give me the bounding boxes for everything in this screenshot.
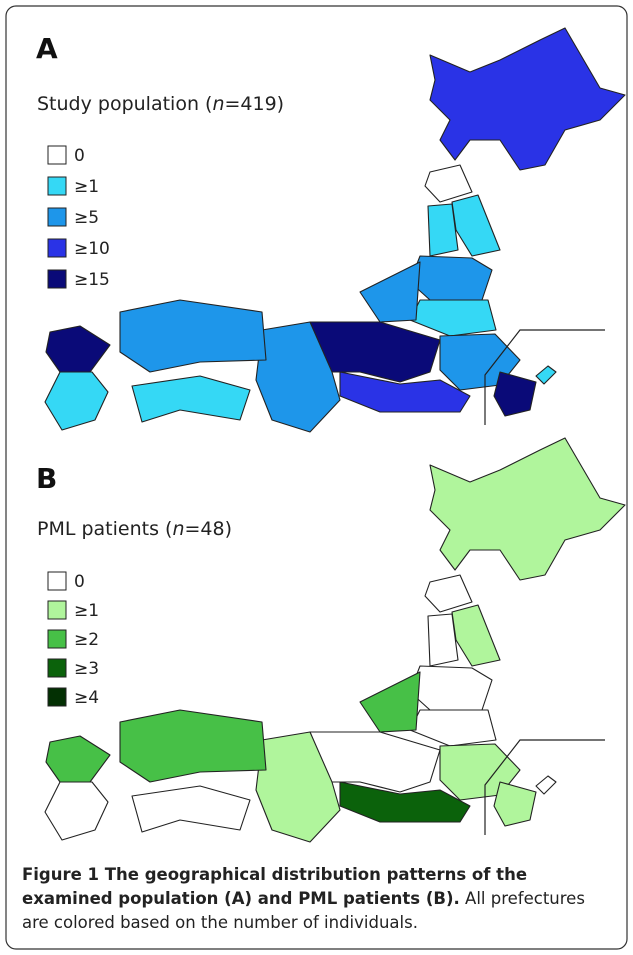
prefecture (339, 371, 471, 413)
prefecture (309, 731, 441, 793)
prefecture (309, 321, 441, 383)
legend-swatch (47, 207, 67, 227)
legend-label: ≥1 (74, 177, 99, 197)
caption-bold: examined population (A) and PML patients… (22, 889, 460, 908)
prefecture (429, 27, 626, 171)
prefecture (339, 781, 471, 823)
caption: examined population (A) and PML patients… (22, 889, 585, 908)
prefecture (255, 321, 341, 433)
prefecture (409, 255, 493, 301)
title-text: =419) (225, 93, 285, 115)
title-text: =48) (185, 518, 233, 540)
prefecture (424, 574, 473, 613)
inset-frame (484, 329, 605, 425)
prefecture (493, 781, 537, 827)
legend-swatch (47, 571, 67, 591)
legend-swatch (47, 269, 67, 289)
legend-swatch (47, 600, 67, 620)
panel-label: A (36, 32, 58, 65)
map (44, 437, 626, 843)
prefecture (359, 261, 421, 323)
title-text: n (212, 93, 224, 115)
caption-text: are colored based on the number of indiv… (22, 913, 418, 932)
legend-label: 0 (74, 572, 85, 592)
title-text: n (172, 518, 184, 540)
caption-text: All prefectures (460, 889, 585, 908)
panel-title: PML patients (n=48) (37, 518, 232, 540)
map (44, 27, 626, 433)
prefecture (493, 371, 537, 417)
inset-frame (484, 739, 605, 835)
legend-swatch (47, 687, 67, 707)
prefecture (535, 775, 557, 795)
prefecture (119, 299, 267, 373)
legend-swatch (47, 176, 67, 196)
prefecture (427, 613, 459, 667)
legend-label: ≥10 (74, 239, 110, 259)
legend: 0 ≥1 ≥2 ≥3 ≥4 (47, 571, 99, 708)
prefecture (359, 671, 421, 733)
caption-bold: Figure 1 The geographical distribution p… (22, 865, 527, 884)
prefecture (44, 371, 109, 431)
legend-swatch (47, 658, 67, 678)
panel-label: B (36, 462, 57, 495)
legend-label: ≥5 (74, 208, 99, 228)
legend-label: ≥1 (74, 601, 99, 621)
legend-label: ≥3 (74, 659, 99, 679)
prefecture (44, 781, 109, 841)
prefecture (429, 437, 626, 581)
prefecture (119, 709, 267, 783)
prefecture (424, 164, 473, 203)
prefecture (427, 203, 459, 257)
legend: 0 ≥1 ≥5 ≥10 ≥15 (47, 145, 110, 290)
prefecture (409, 665, 493, 711)
prefecture (131, 785, 251, 833)
legend-swatch (47, 238, 67, 258)
title-text: PML patients ( (37, 518, 172, 540)
prefecture (535, 365, 557, 385)
title-text: Study population ( (37, 93, 212, 115)
panel-title: Study population (n=419) (37, 93, 284, 115)
prefecture (131, 375, 251, 423)
legend-label: ≥15 (74, 270, 110, 290)
legend-label: ≥4 (74, 688, 99, 708)
legend-swatch (47, 145, 67, 165)
legend-label: 0 (74, 146, 85, 166)
prefecture (255, 731, 341, 843)
legend-label: ≥2 (74, 630, 99, 650)
legend-swatch (47, 629, 67, 649)
